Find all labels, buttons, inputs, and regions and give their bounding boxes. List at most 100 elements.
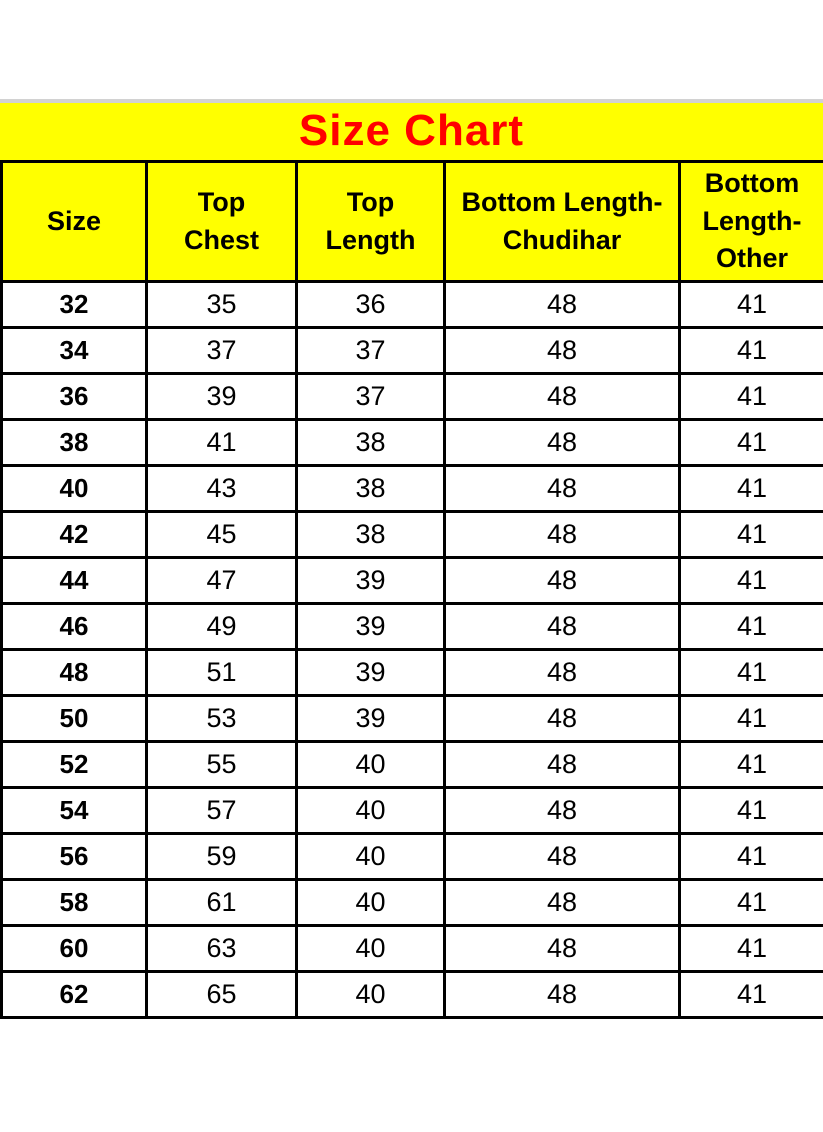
table-body: 32 35 36 48 41 34 37 37 48 41 36 39 37 48 41 38 41 38 48 41… bbox=[0, 280, 823, 1019]
table-cell: 39 bbox=[295, 648, 446, 697]
table-cell: 48 bbox=[443, 326, 681, 375]
table-cell: 48 bbox=[443, 740, 681, 789]
table-cell: 46 bbox=[0, 602, 148, 651]
table-cell: 41 bbox=[678, 280, 823, 329]
table-cell: 37 bbox=[295, 372, 446, 421]
table-cell: 40 bbox=[295, 832, 446, 881]
table-cell: 48 bbox=[443, 464, 681, 513]
table-header-row: Size Top Chest Top Length Bottom Length-… bbox=[0, 160, 823, 283]
table-cell: 41 bbox=[678, 556, 823, 605]
table-cell: 49 bbox=[145, 602, 298, 651]
table-cell: 41 bbox=[678, 740, 823, 789]
table-cell: 52 bbox=[0, 740, 148, 789]
table-cell: 48 bbox=[443, 510, 681, 559]
table-cell: 41 bbox=[678, 602, 823, 651]
column-header-top-chest: Top Chest bbox=[145, 160, 298, 283]
table-cell: 40 bbox=[0, 464, 148, 513]
table-cell: 50 bbox=[0, 694, 148, 743]
table-row: 42 45 38 48 41 bbox=[0, 510, 823, 559]
table-cell: 44 bbox=[0, 556, 148, 605]
table-cell: 47 bbox=[145, 556, 298, 605]
title-band: Size Chart bbox=[0, 103, 823, 160]
column-header-top-length: Top Length bbox=[295, 160, 446, 283]
table-cell: 41 bbox=[678, 372, 823, 421]
table-cell: 53 bbox=[145, 694, 298, 743]
table-cell: 40 bbox=[295, 786, 446, 835]
table-cell: 45 bbox=[145, 510, 298, 559]
table-cell: 40 bbox=[295, 878, 446, 927]
table-row: 54 57 40 48 41 bbox=[0, 786, 823, 835]
table-cell: 48 bbox=[443, 970, 681, 1019]
table-cell: 41 bbox=[678, 970, 823, 1019]
table-cell: 48 bbox=[443, 878, 681, 927]
table-cell: 54 bbox=[0, 786, 148, 835]
table-cell: 41 bbox=[678, 878, 823, 927]
table-cell: 48 bbox=[443, 556, 681, 605]
table-cell: 39 bbox=[295, 694, 446, 743]
table-row: 48 51 39 48 41 bbox=[0, 648, 823, 697]
table-row: 38 41 38 48 41 bbox=[0, 418, 823, 467]
table-cell: 39 bbox=[145, 372, 298, 421]
table-cell: 65 bbox=[145, 970, 298, 1019]
top-whitespace bbox=[0, 0, 823, 99]
table-cell: 35 bbox=[145, 280, 298, 329]
table-cell: 32 bbox=[0, 280, 148, 329]
table-cell: 40 bbox=[295, 740, 446, 789]
table-cell: 63 bbox=[145, 924, 298, 973]
table-cell: 38 bbox=[295, 418, 446, 467]
table-cell: 48 bbox=[443, 694, 681, 743]
table-cell: 48 bbox=[443, 924, 681, 973]
table-cell: 36 bbox=[0, 372, 148, 421]
table-cell: 41 bbox=[678, 694, 823, 743]
table-row: 46 49 39 48 41 bbox=[0, 602, 823, 651]
table-cell: 58 bbox=[0, 878, 148, 927]
table-row: 40 43 38 48 41 bbox=[0, 464, 823, 513]
table-cell: 39 bbox=[295, 602, 446, 651]
table-cell: 48 bbox=[443, 648, 681, 697]
table-cell: 36 bbox=[295, 280, 446, 329]
table-cell: 56 bbox=[0, 832, 148, 881]
table-cell: 41 bbox=[678, 326, 823, 375]
table-cell: 37 bbox=[295, 326, 446, 375]
table-cell: 60 bbox=[0, 924, 148, 973]
column-header-bottom-length-other: Bottom Length- Other bbox=[678, 160, 823, 283]
table-cell: 41 bbox=[678, 510, 823, 559]
table-cell: 61 bbox=[145, 878, 298, 927]
table-row: 56 59 40 48 41 bbox=[0, 832, 823, 881]
table-row: 50 53 39 48 41 bbox=[0, 694, 823, 743]
table-cell: 38 bbox=[0, 418, 148, 467]
table-cell: 51 bbox=[145, 648, 298, 697]
column-header-size: Size bbox=[0, 160, 148, 283]
table-cell: 40 bbox=[295, 924, 446, 973]
table-cell: 57 bbox=[145, 786, 298, 835]
table-cell: 41 bbox=[145, 418, 298, 467]
table-cell: 59 bbox=[145, 832, 298, 881]
table-cell: 43 bbox=[145, 464, 298, 513]
table-cell: 41 bbox=[678, 786, 823, 835]
table-row: 34 37 37 48 41 bbox=[0, 326, 823, 375]
table-cell: 38 bbox=[295, 510, 446, 559]
column-header-bottom-length-chudihar: Bottom Length- Chudihar bbox=[443, 160, 681, 283]
table-cell: 48 bbox=[443, 786, 681, 835]
table-row: 52 55 40 48 41 bbox=[0, 740, 823, 789]
table-cell: 39 bbox=[295, 556, 446, 605]
table-row: 58 61 40 48 41 bbox=[0, 878, 823, 927]
table-cell: 48 bbox=[0, 648, 148, 697]
table-cell: 48 bbox=[443, 602, 681, 651]
table-row: 62 65 40 48 41 bbox=[0, 970, 823, 1019]
table-cell: 34 bbox=[0, 326, 148, 375]
table-cell: 62 bbox=[0, 970, 148, 1019]
table-cell: 41 bbox=[678, 648, 823, 697]
table-cell: 41 bbox=[678, 464, 823, 513]
table-cell: 41 bbox=[678, 832, 823, 881]
table-row: 36 39 37 48 41 bbox=[0, 372, 823, 421]
table-cell: 48 bbox=[443, 372, 681, 421]
top-divider-line bbox=[0, 99, 823, 103]
page-title: Size Chart bbox=[298, 105, 525, 155]
table-cell: 37 bbox=[145, 326, 298, 375]
size-chart-table: Size Top Chest Top Length Bottom Length-… bbox=[0, 160, 823, 1019]
table-row: 32 35 36 48 41 bbox=[0, 280, 823, 329]
table-cell: 48 bbox=[443, 280, 681, 329]
table-cell: 40 bbox=[295, 970, 446, 1019]
